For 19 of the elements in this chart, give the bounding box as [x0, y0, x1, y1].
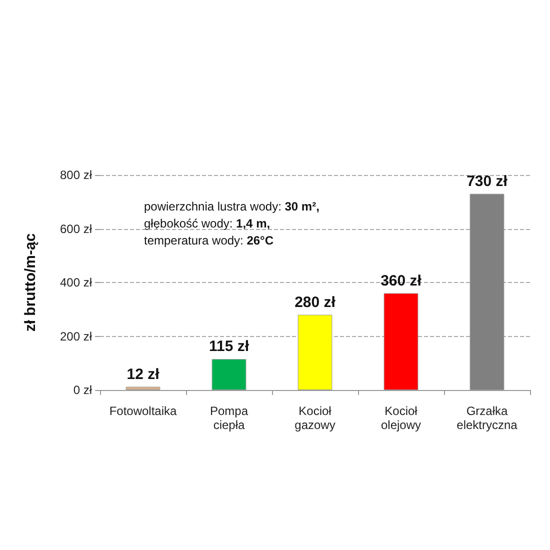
x-tick-label: Fotowoltaika: [109, 404, 178, 418]
y-tick-label: 600 zł: [60, 222, 92, 236]
data-label: 360 zł: [380, 272, 422, 290]
annotation: głębokość wody: 1,4 m,: [144, 216, 270, 230]
x-tick-label: Pompa ciepła: [210, 404, 248, 432]
x-tick-label: Grzałka elektryczna: [456, 404, 518, 432]
data-label: 280 zł: [294, 294, 336, 311]
y-tick-label: 0 zł: [73, 383, 92, 397]
x-tick-label: Kocioł olejowy: [380, 404, 422, 432]
annotation: temperatura wody: 26°C: [144, 234, 274, 248]
data-label: 12 zł: [126, 366, 160, 383]
data-label: 730 zł: [466, 172, 508, 190]
data-label: 115 zł: [208, 338, 250, 356]
y-tick-label: 200 zł: [60, 329, 92, 344]
annotation: powierzchnia lustra wody: 30 m²,: [144, 200, 320, 214]
y-tick-label: 800 zł: [60, 168, 92, 182]
y-tick-label: 400 zł: [60, 276, 92, 290]
x-tick-label: Kocioł gazowy: [294, 404, 336, 432]
y-axis-title: zł brutto/m-ąc: [22, 233, 39, 332]
